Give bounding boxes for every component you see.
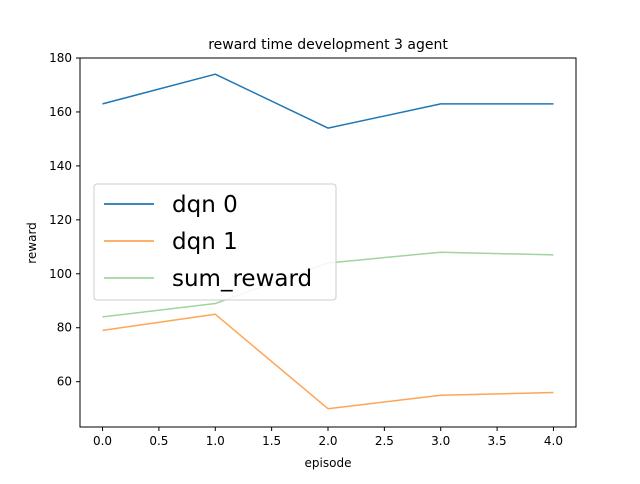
y-tick-label: 160 bbox=[49, 105, 72, 119]
legend-label-2: sum_reward bbox=[172, 266, 312, 292]
legend-box bbox=[93, 183, 337, 301]
x-tick-label: 0.0 bbox=[93, 434, 112, 448]
series-line-0 bbox=[102, 73, 554, 129]
x-tick-label: 1.0 bbox=[206, 434, 225, 448]
legend: dqn 0 dqn 1 sum_reward bbox=[93, 183, 337, 301]
x-tick-label: 2.5 bbox=[375, 434, 394, 448]
legend-label-0: dqn 0 bbox=[172, 192, 238, 218]
x-tick-label: 4.0 bbox=[544, 434, 563, 448]
x-tick-label: 3.0 bbox=[431, 434, 450, 448]
y-tick-label: 80 bbox=[57, 321, 72, 335]
x-tick-label: 2.0 bbox=[318, 434, 337, 448]
chart-title: reward time development 3 agent bbox=[208, 37, 448, 53]
x-tick-label: 1.5 bbox=[262, 434, 281, 448]
x-axis: 0.0 0.5 1.0 1.5 2.0 2.5 3.0 3.5 4.0 bbox=[93, 427, 563, 448]
x-tick-label: 3.5 bbox=[488, 434, 507, 448]
legend-label-1: dqn 1 bbox=[172, 229, 238, 255]
y-tick-label: 180 bbox=[49, 51, 72, 65]
x-tick-label: 0.5 bbox=[149, 434, 168, 448]
y-tick-label: 100 bbox=[49, 267, 72, 281]
y-axis: 60 80 100 120 140 160 180 bbox=[49, 51, 80, 389]
y-axis-label: reward bbox=[25, 222, 39, 264]
y-tick-label: 140 bbox=[49, 159, 72, 173]
series-line-1 bbox=[102, 313, 554, 410]
x-axis-label: episode bbox=[305, 456, 352, 470]
y-tick-label: 120 bbox=[49, 213, 72, 227]
y-tick-label: 60 bbox=[57, 375, 72, 389]
